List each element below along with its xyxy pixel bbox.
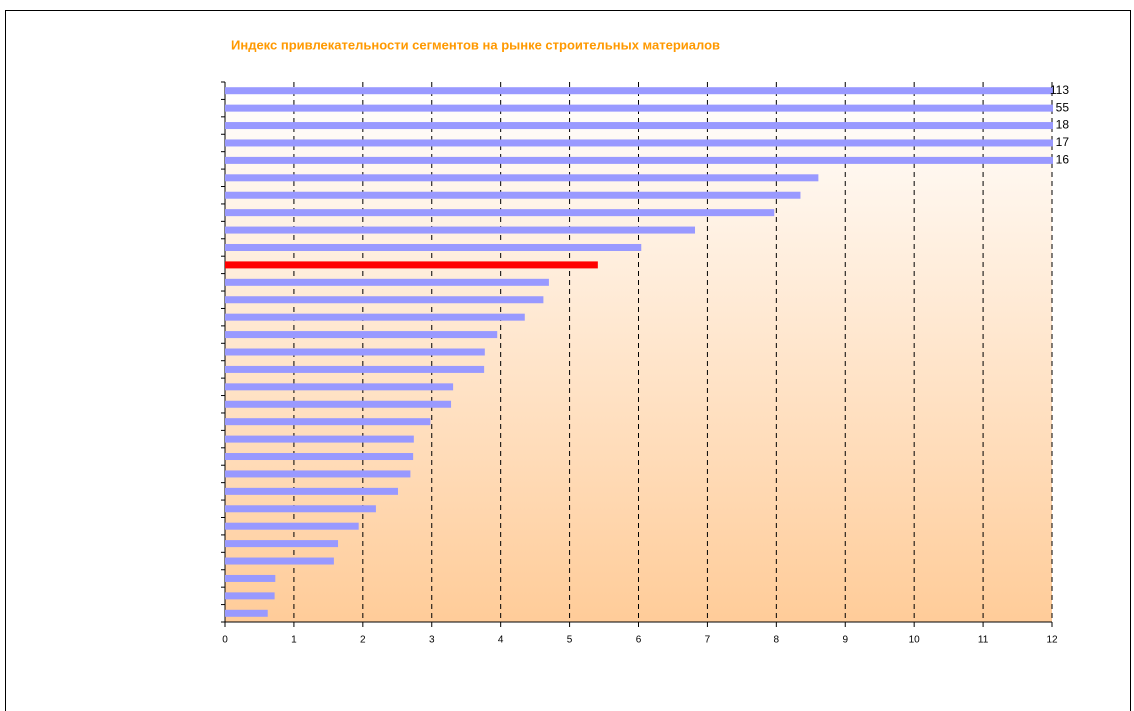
x-tick-label: 6 — [636, 635, 642, 646]
bar — [225, 261, 598, 268]
bar — [225, 279, 549, 286]
bar — [225, 314, 525, 321]
x-tick-label: 9 — [842, 635, 848, 646]
bar — [225, 331, 497, 338]
bar — [225, 209, 774, 216]
bar — [225, 244, 641, 251]
bar — [225, 401, 451, 408]
bar — [225, 366, 484, 373]
bar — [225, 174, 818, 181]
page: Индекс привлекательности сегментов на ры… — [0, 0, 1134, 711]
bar — [225, 383, 453, 390]
bar — [225, 122, 1134, 129]
x-tick-label: 11 — [978, 635, 989, 646]
bar — [225, 488, 398, 495]
bar — [225, 470, 410, 477]
chart-title: Индекс привлекательности сегментов на ры… — [231, 37, 720, 52]
x-tick-label: 2 — [360, 635, 366, 646]
bar — [225, 192, 800, 199]
bar — [225, 349, 485, 356]
x-tick-label: 0 — [222, 635, 228, 646]
bar — [225, 523, 359, 530]
value-label: 18 — [1056, 118, 1070, 132]
x-tick-label: 7 — [705, 635, 711, 646]
bar — [225, 453, 413, 460]
value-label: 55 — [1056, 100, 1070, 114]
value-label: 16 — [1056, 153, 1070, 167]
x-tick-label: 5 — [567, 635, 573, 646]
bar — [225, 227, 695, 234]
x-tick-label: 3 — [429, 635, 435, 646]
x-tick-label: 1 — [291, 635, 297, 646]
bar — [225, 105, 1134, 112]
bar — [225, 296, 543, 303]
bar — [225, 558, 334, 565]
bar — [225, 157, 1134, 164]
x-tick-label: 12 — [1046, 635, 1058, 646]
bar — [225, 592, 275, 599]
value-label: 17 — [1056, 135, 1070, 149]
bar — [225, 610, 268, 617]
bar — [225, 540, 338, 547]
bar — [225, 575, 275, 582]
bar — [225, 505, 376, 512]
x-tick-label: 10 — [909, 635, 921, 646]
x-tick-label: 8 — [774, 635, 780, 646]
value-label: 113 — [1050, 83, 1069, 97]
bar — [225, 418, 430, 425]
x-tick-label: 4 — [498, 635, 504, 646]
bar — [225, 139, 1134, 146]
bar — [225, 87, 1134, 94]
chart: Индекс привлекательности сегментов на ры… — [0, 0, 1134, 711]
bar — [225, 436, 414, 443]
